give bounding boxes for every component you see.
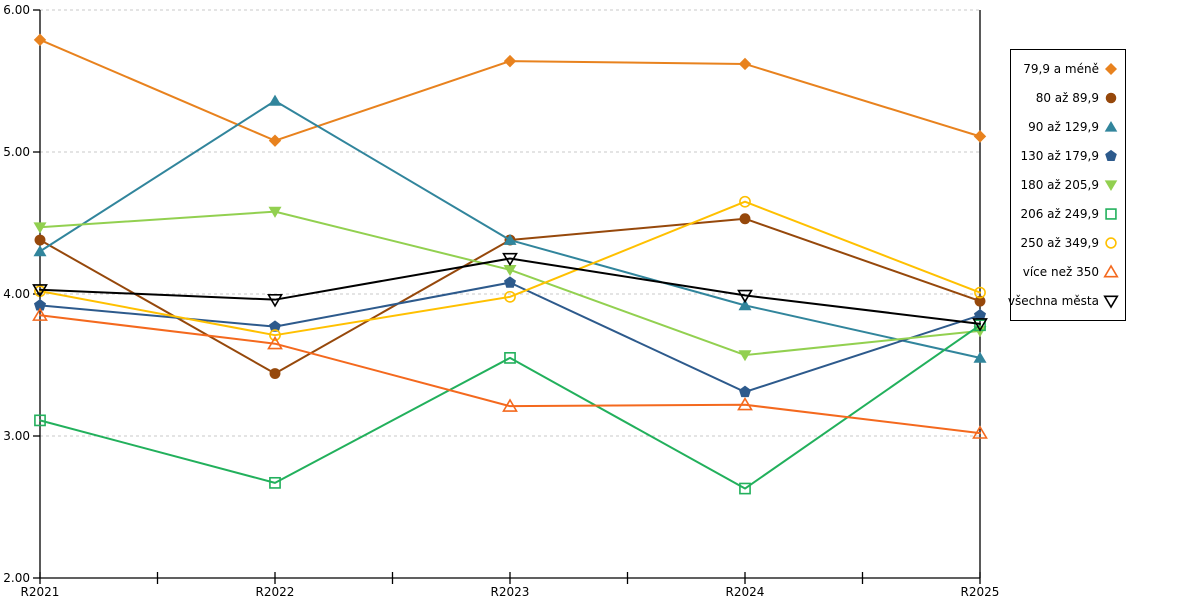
- triangle-down-filled-marker-icon: [33, 222, 47, 234]
- series-line-3: [39, 281, 981, 393]
- legend-label: všechna města: [1007, 293, 1099, 308]
- legend-marker-circle-filled-icon: [1105, 93, 1117, 104]
- legend-label: 80 až 89,9: [1035, 91, 1099, 106]
- triangle-down-hollow-marker-icon: [267, 294, 283, 308]
- triangle-up-filled-marker-icon: [33, 245, 47, 257]
- circle-filled-marker-icon: [34, 234, 46, 246]
- x-tick-label: R2022: [256, 585, 295, 599]
- y-tick-label: 5.00: [3, 145, 30, 159]
- diamond-filled-marker-icon: [33, 33, 47, 47]
- series-line-6: [39, 200, 981, 337]
- circle-filled-marker-icon: [1105, 93, 1117, 104]
- triangle-down-filled-marker-icon: [503, 265, 517, 277]
- diamond-filled-marker-icon: [268, 134, 282, 147]
- series-line-8: [39, 257, 981, 325]
- circle-filled-marker-icon: [269, 368, 281, 379]
- triangle-down-hollow-marker-icon: [972, 318, 988, 332]
- triangle-up-filled-marker-icon: [973, 351, 987, 363]
- diamond-filled-marker-icon: [973, 130, 987, 143]
- circle-hollow-marker-icon: [1105, 237, 1117, 249]
- pentagon-filled-marker-icon: [1105, 149, 1117, 162]
- legend-item-7: více než 350: [1015, 257, 1119, 286]
- legend-label: 130 až 179,9: [1020, 149, 1099, 164]
- chart-legend: 79,9 a méně 80 až 89,9 90 až 129,9 130 až 1…: [1008, 49, 1126, 321]
- circle-hollow-marker-icon: [739, 195, 751, 208]
- circle-filled-marker-icon: [974, 295, 986, 307]
- legend-item-2: 90 až 129,9: [1015, 113, 1119, 142]
- legend-item-0: 79,9 a méně: [1015, 55, 1119, 84]
- pentagon-filled-marker-icon: [33, 299, 47, 311]
- legend-marker-triangle-up-filled-icon: [1104, 121, 1118, 132]
- triangle-up-filled-marker-icon: [738, 299, 752, 311]
- y-tick-label: 6.00: [3, 3, 30, 17]
- triangle-up-hollow-marker-icon: [267, 335, 283, 350]
- diamond-filled-marker-icon: [1105, 63, 1117, 76]
- circle-hollow-marker-icon: [269, 329, 281, 342]
- pentagon-filled-marker-icon: [503, 276, 517, 288]
- circle-hollow-marker-icon: [504, 290, 516, 303]
- x-tick-label: R2024: [726, 585, 765, 599]
- y-tick-label: 3.00: [3, 429, 30, 443]
- triangle-down-hollow-marker-icon: [32, 284, 48, 298]
- legend-item-3: 130 až 179,9: [1015, 142, 1119, 171]
- diamond-filled-marker-icon: [738, 57, 752, 71]
- x-tick-label: R2025: [961, 585, 1000, 599]
- triangle-up-hollow-marker-icon: [1103, 264, 1119, 278]
- triangle-down-hollow-marker-icon: [737, 289, 753, 304]
- pentagon-filled-marker-icon: [268, 320, 282, 332]
- triangle-up-hollow-marker-icon: [737, 396, 753, 411]
- x-tick-label: R2021: [21, 585, 60, 599]
- legend-label: 90 až 129,9: [1028, 120, 1099, 135]
- square-hollow-marker-icon: [504, 352, 516, 364]
- legend-item-6: 250 až 349,9: [1015, 228, 1119, 257]
- x-tick-label: R2023: [491, 585, 530, 599]
- triangle-down-hollow-marker-icon: [1103, 295, 1119, 309]
- pentagon-filled-marker-icon: [738, 385, 752, 398]
- series-line-5: [39, 324, 981, 490]
- square-hollow-marker-icon: [34, 414, 46, 427]
- triangle-down-hollow-marker-icon: [502, 252, 518, 267]
- legend-item-5: 206 až 249,9: [1015, 199, 1119, 228]
- legend-marker-square-hollow-icon: [1105, 208, 1117, 220]
- diamond-filled-marker-icon: [503, 54, 517, 68]
- triangle-up-hollow-marker-icon: [32, 307, 48, 321]
- triangle-down-filled-marker-icon: [738, 350, 752, 362]
- legend-marker-triangle-down-hollow-icon: [1103, 295, 1119, 309]
- y-tick-label: 4.00: [3, 287, 30, 301]
- legend-marker-triangle-down-filled-icon: [1104, 180, 1118, 191]
- triangle-up-hollow-marker-icon: [972, 425, 988, 439]
- legend-label: 206 až 249,9: [1020, 206, 1099, 221]
- legend-item-8: všechna města: [1008, 286, 1119, 315]
- legend-item-4: 180 až 205,9: [1015, 171, 1119, 200]
- legend-marker-diamond-filled-icon: [1105, 63, 1117, 76]
- circle-hollow-marker-icon: [974, 286, 986, 299]
- legend-label: více než 350: [1022, 264, 1099, 279]
- legend-marker-triangle-up-hollow-icon: [1103, 264, 1119, 278]
- triangle-up-hollow-marker-icon: [502, 398, 518, 412]
- legend-marker-pentagon-filled-icon: [1105, 149, 1117, 162]
- triangle-up-filled-marker-icon: [1104, 121, 1118, 132]
- legend-label: 250 až 349,9: [1020, 235, 1099, 250]
- square-hollow-marker-icon: [269, 476, 281, 489]
- y-tick-label: 2.00: [3, 571, 30, 585]
- legend-item-1: 80 až 89,9: [1015, 84, 1119, 113]
- circle-filled-marker-icon: [739, 213, 751, 225]
- pentagon-filled-marker-icon: [973, 308, 987, 321]
- square-hollow-marker-icon: [1105, 208, 1117, 220]
- triangle-down-filled-marker-icon: [973, 326, 987, 338]
- triangle-up-filled-marker-icon: [268, 94, 282, 106]
- series-line-7: [39, 314, 981, 435]
- square-hollow-marker-icon: [739, 482, 751, 495]
- legend-label: 180 až 205,9: [1020, 178, 1099, 192]
- legend-label: 79,9 a méně: [1023, 62, 1099, 77]
- triangle-down-filled-marker-icon: [268, 206, 282, 218]
- legend-marker-circle-hollow-icon: [1105, 237, 1117, 249]
- triangle-down-filled-marker-icon: [1104, 180, 1118, 191]
- triangle-up-filled-marker-icon: [503, 233, 517, 245]
